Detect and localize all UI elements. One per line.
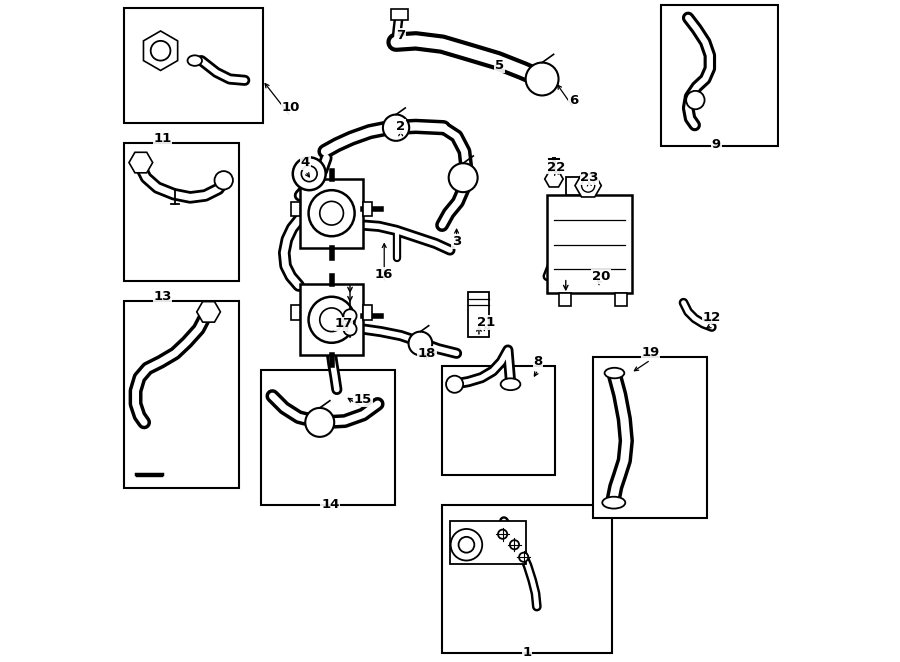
Ellipse shape <box>500 378 520 390</box>
Text: 3: 3 <box>452 235 461 248</box>
Text: 9: 9 <box>712 138 721 152</box>
Circle shape <box>302 166 317 181</box>
Text: 17: 17 <box>334 317 353 330</box>
Circle shape <box>305 408 334 437</box>
Bar <box>124 8 263 123</box>
Circle shape <box>320 201 344 225</box>
Text: 7: 7 <box>396 29 405 42</box>
Circle shape <box>409 332 432 355</box>
Text: 15: 15 <box>354 393 373 406</box>
Circle shape <box>510 540 519 549</box>
Bar <box>615 293 627 306</box>
Bar <box>300 179 363 248</box>
Ellipse shape <box>602 496 626 508</box>
Circle shape <box>449 164 478 192</box>
Text: 23: 23 <box>580 171 598 184</box>
Text: 5: 5 <box>495 60 504 72</box>
Text: 11: 11 <box>153 132 172 145</box>
Polygon shape <box>544 171 563 187</box>
Circle shape <box>344 322 356 336</box>
Bar <box>468 292 490 337</box>
Circle shape <box>214 171 233 189</box>
Bar <box>363 202 372 216</box>
Circle shape <box>309 297 355 343</box>
Bar <box>260 370 395 504</box>
Circle shape <box>451 529 482 561</box>
Text: 8: 8 <box>534 355 543 368</box>
Circle shape <box>498 530 508 539</box>
Text: 18: 18 <box>418 347 436 360</box>
Circle shape <box>344 309 356 322</box>
Text: 21: 21 <box>477 316 495 329</box>
Circle shape <box>292 158 326 190</box>
Circle shape <box>446 376 464 393</box>
Text: 14: 14 <box>321 498 339 511</box>
Bar <box>450 521 526 564</box>
Bar <box>291 305 300 320</box>
Text: 19: 19 <box>642 346 660 359</box>
Polygon shape <box>197 302 220 322</box>
Bar <box>124 143 239 281</box>
Bar <box>442 367 555 475</box>
Circle shape <box>382 115 410 141</box>
Text: 20: 20 <box>592 270 610 283</box>
Text: 22: 22 <box>547 161 566 173</box>
Circle shape <box>526 63 559 95</box>
Text: 16: 16 <box>375 268 393 281</box>
Bar <box>300 284 363 355</box>
Text: 12: 12 <box>703 310 721 324</box>
Text: 4: 4 <box>301 156 310 169</box>
Circle shape <box>686 91 705 109</box>
Circle shape <box>320 308 344 332</box>
Bar <box>593 357 706 518</box>
Bar <box>559 293 571 306</box>
Ellipse shape <box>187 56 202 66</box>
Bar <box>566 177 596 195</box>
Polygon shape <box>129 152 153 173</box>
Bar <box>547 195 632 293</box>
Text: 10: 10 <box>282 101 300 115</box>
Bar <box>391 9 408 20</box>
Circle shape <box>581 179 595 192</box>
Bar <box>124 301 239 488</box>
Bar <box>363 305 372 320</box>
Bar <box>661 5 778 146</box>
Polygon shape <box>143 31 177 70</box>
Polygon shape <box>575 174 601 197</box>
Bar <box>442 504 612 653</box>
Text: 6: 6 <box>569 93 579 107</box>
Text: 13: 13 <box>153 289 172 303</box>
Circle shape <box>309 190 355 236</box>
Bar <box>291 202 300 216</box>
Circle shape <box>150 41 170 61</box>
Text: 1: 1 <box>522 646 532 659</box>
Circle shape <box>459 537 474 553</box>
Circle shape <box>519 553 528 562</box>
Text: 2: 2 <box>396 120 405 133</box>
Ellipse shape <box>605 368 625 378</box>
